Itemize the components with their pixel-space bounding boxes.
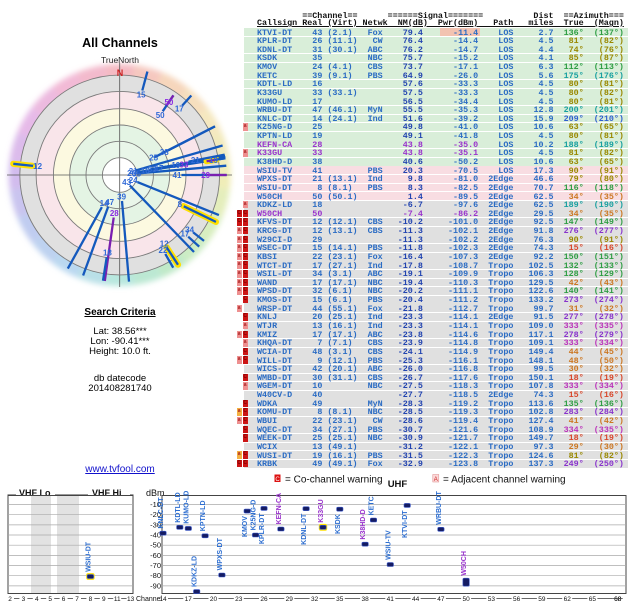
svg-text:62: 62 <box>564 596 572 603</box>
svg-text:Channel: Channel <box>136 596 163 603</box>
svg-text:-50: -50 <box>150 541 161 550</box>
svg-text:17: 17 <box>175 105 184 114</box>
svg-text:50: 50 <box>164 98 173 107</box>
svg-text:A: A <box>434 477 438 483</box>
svg-text:8: 8 <box>89 596 93 603</box>
svg-text:WSIU-TV: WSIU-TV <box>385 530 392 560</box>
svg-text:K38HD-D: K38HD-D <box>360 509 367 539</box>
svg-text:31: 31 <box>129 167 138 176</box>
svg-text:KETC: KETC <box>369 496 376 515</box>
svg-text:13: 13 <box>127 596 135 603</box>
svg-text:KDTL-LD: KDTL-LD <box>175 492 182 522</box>
svg-text:41: 41 <box>173 171 182 180</box>
svg-text:24: 24 <box>129 176 138 185</box>
svg-text:23: 23 <box>235 596 243 603</box>
svg-text:50: 50 <box>156 111 165 120</box>
svg-text:14: 14 <box>159 596 167 603</box>
svg-text:W50CH: W50CH <box>461 551 468 576</box>
svg-text:2: 2 <box>8 596 12 603</box>
svg-text:K25NG-D: K25NG-D <box>251 500 258 531</box>
svg-text:3: 3 <box>22 596 26 603</box>
svg-text:29: 29 <box>286 596 294 603</box>
svg-text:38: 38 <box>361 596 369 603</box>
svg-text:WPXS-DT: WPXS-DT <box>217 537 224 570</box>
svg-text:35: 35 <box>336 596 344 603</box>
svg-text:18: 18 <box>103 249 112 258</box>
svg-text:K33GU: K33GU <box>318 499 325 522</box>
svg-text:-40: -40 <box>150 531 161 540</box>
svg-text:VHF Lo: VHF Lo <box>19 488 51 498</box>
svg-text:WRBU-DT: WRBU-DT <box>436 491 443 525</box>
svg-text:28: 28 <box>110 209 119 218</box>
svg-text:68: 68 <box>614 596 622 603</box>
svg-text:-30: -30 <box>150 520 161 529</box>
svg-text:17: 17 <box>155 164 164 173</box>
svg-text:11: 11 <box>114 596 121 603</box>
svg-text:47: 47 <box>437 596 445 603</box>
svg-text:53: 53 <box>488 596 496 603</box>
svg-text:KNLC-DT: KNLC-DT <box>158 497 165 529</box>
svg-text:25: 25 <box>149 154 158 163</box>
svg-text:C: C <box>275 477 280 483</box>
svg-text:12: 12 <box>160 239 169 248</box>
svg-text:9: 9 <box>102 596 106 603</box>
svg-text:dBm: dBm <box>146 488 165 498</box>
svg-text:19: 19 <box>209 156 218 165</box>
svg-text:34: 34 <box>185 226 194 235</box>
svg-text:4: 4 <box>35 596 39 603</box>
svg-text:20: 20 <box>210 596 218 603</box>
svg-text:KTVI-DT: KTVI-DT <box>402 510 409 538</box>
svg-text:-90: -90 <box>150 581 161 590</box>
svg-text:15: 15 <box>137 91 146 100</box>
svg-text:5: 5 <box>48 596 52 603</box>
svg-text:26: 26 <box>127 169 136 178</box>
svg-text:59: 59 <box>538 596 546 603</box>
svg-text:= Adjacent channel warning: = Adjacent channel warning <box>443 475 566 486</box>
svg-text:KDNL-DT: KDNL-DT <box>301 513 308 545</box>
svg-text:-10: -10 <box>150 500 161 509</box>
svg-text:KSDK: KSDK <box>335 514 342 534</box>
svg-text:50: 50 <box>462 596 470 603</box>
svg-text:WSIU-DT: WSIU-DT <box>85 541 92 572</box>
svg-text:47: 47 <box>105 198 114 207</box>
svg-text:KPLR-DT: KPLR-DT <box>259 513 266 544</box>
svg-text:KDKZ-LD: KDKZ-LD <box>192 556 199 587</box>
svg-text:29: 29 <box>201 171 210 180</box>
svg-text:19: 19 <box>171 161 180 170</box>
svg-text:8: 8 <box>178 200 183 209</box>
svg-text:17: 17 <box>185 596 193 603</box>
svg-text:KPTN-LD: KPTN-LD <box>200 500 207 531</box>
svg-text:43: 43 <box>122 178 131 187</box>
svg-text:KUMO-LD: KUMO-LD <box>183 491 190 524</box>
svg-text:KEFN-CA: KEFN-CA <box>276 493 283 525</box>
svg-text:21: 21 <box>191 156 200 165</box>
svg-text:33: 33 <box>179 161 188 170</box>
svg-text:-70: -70 <box>150 561 161 570</box>
svg-text:68: 68 <box>614 596 622 603</box>
svg-text:22: 22 <box>159 246 168 255</box>
svg-text:16: 16 <box>141 166 150 175</box>
svg-text:12: 12 <box>33 162 42 171</box>
svg-text:UHF: UHF <box>388 479 408 490</box>
svg-text:39: 39 <box>117 192 126 201</box>
svg-text:6: 6 <box>62 596 66 603</box>
svg-text:-20: -20 <box>150 510 161 519</box>
svg-text:32: 32 <box>311 596 319 603</box>
svg-text:VHF Hi: VHF Hi <box>92 488 122 498</box>
svg-text:33: 33 <box>148 165 157 174</box>
svg-text:14: 14 <box>100 199 109 208</box>
svg-text:65: 65 <box>589 596 597 603</box>
svg-text:26: 26 <box>260 596 268 603</box>
svg-text:38: 38 <box>160 148 169 157</box>
svg-text:-80: -80 <box>150 571 161 580</box>
svg-text:7: 7 <box>75 596 79 603</box>
svg-text:-60: -60 <box>150 551 161 560</box>
svg-text:56: 56 <box>513 596 521 603</box>
svg-text:KMOV: KMOV <box>242 516 249 537</box>
svg-text:35: 35 <box>132 169 141 178</box>
svg-text:17: 17 <box>180 230 189 239</box>
svg-text:= Co-channel warning: = Co-channel warning <box>285 475 383 486</box>
svg-text:41: 41 <box>387 596 395 603</box>
svg-text:44: 44 <box>412 596 420 603</box>
